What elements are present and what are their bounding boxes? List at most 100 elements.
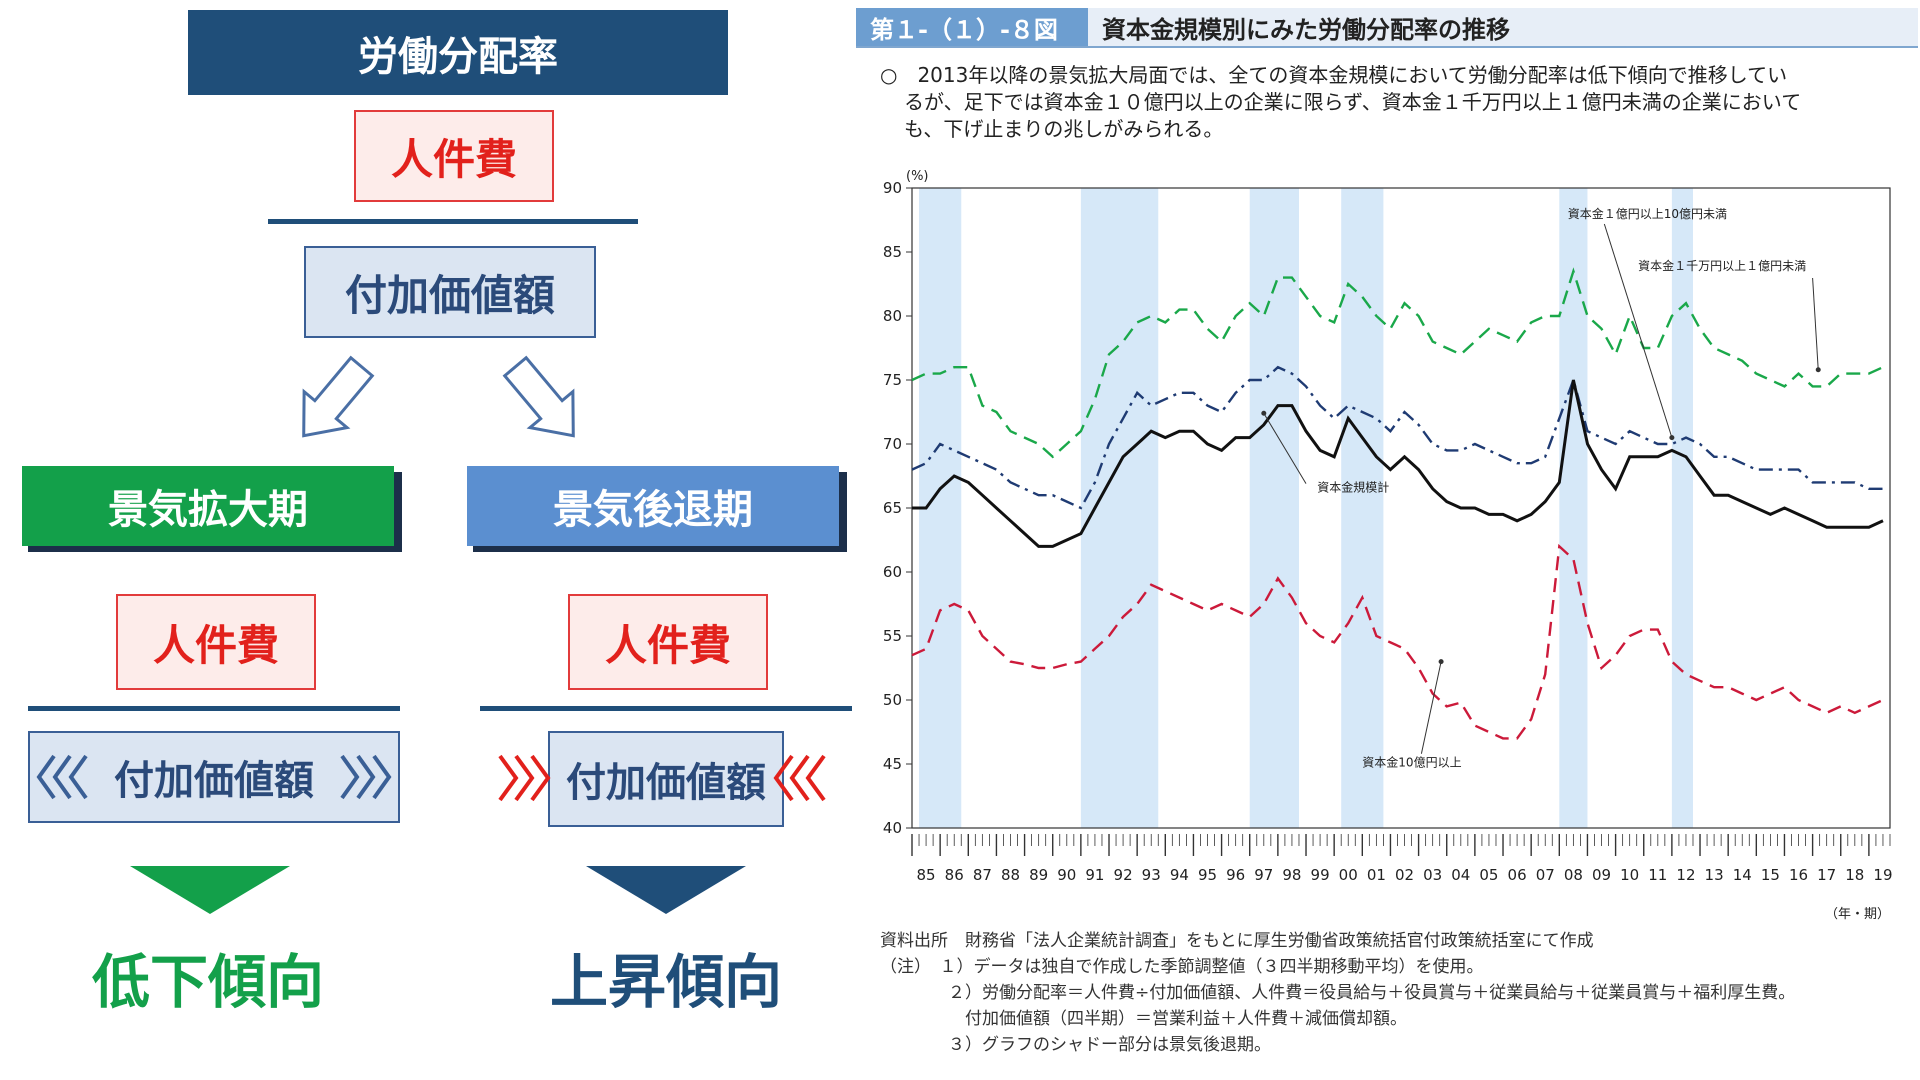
series-annotation: 資本金１億円以上10億円未満 bbox=[1568, 206, 1727, 221]
series-line bbox=[911, 267, 1884, 459]
chevrons-inward-right-icon bbox=[773, 754, 826, 802]
x-tick-label: 03 bbox=[1423, 866, 1442, 884]
personnel-cost-box: 人件費 bbox=[354, 110, 554, 202]
x-tick-label: 17 bbox=[1817, 866, 1836, 884]
recession-shade bbox=[1559, 188, 1588, 828]
chevrons-left-icon bbox=[36, 754, 88, 800]
x-tick-label: 14 bbox=[1733, 866, 1752, 884]
value-added-box: 付加価値額 bbox=[304, 246, 596, 338]
note-line: 資料出所 財務省「法人企業統計調査」をもとに厚生労働省政策統括官付政策統括室にて… bbox=[880, 931, 1594, 951]
x-tick-label: 04 bbox=[1451, 866, 1470, 884]
series-annotation: 資本金１千万円以上１億円未満 bbox=[1638, 258, 1806, 273]
series-line bbox=[911, 543, 1884, 740]
expansion-fraction-line bbox=[28, 706, 400, 711]
y-tick-label: 70 bbox=[883, 435, 902, 453]
annotation-leader-end bbox=[1261, 410, 1267, 416]
summary-line: るが、足下では資本金１０億円以上の企業に限らず、資本金１千万円以上１億円未満の企… bbox=[904, 90, 1802, 114]
x-tick-label: 18 bbox=[1845, 866, 1864, 884]
y-tick-label: 50 bbox=[883, 691, 902, 709]
y-tick-label: 90 bbox=[883, 179, 902, 197]
annotation-leader bbox=[1420, 661, 1442, 754]
branch-arrows bbox=[302, 355, 575, 438]
recession-shade bbox=[1671, 188, 1693, 828]
labor-share-chart: 40 45 50 55 60 65 70 75 80 85 90 (%) 85 86 87 88 89 90 91 9… bbox=[883, 169, 1893, 920]
figure-title: 資本金規模別にみた労働分配率の推移 bbox=[1088, 8, 1918, 46]
figure-notes: 資料出所 財務省「法人企業統計調査」をもとに厚生労働省政策統括官付政策統括室にて… bbox=[880, 928, 1916, 1058]
x-tick-label: 94 bbox=[1170, 866, 1189, 884]
x-tick-label: 87 bbox=[973, 866, 992, 884]
x-unit-label: （年・期） bbox=[1825, 907, 1890, 920]
arrow-down-left-icon bbox=[302, 355, 375, 438]
annotation-leader bbox=[1812, 277, 1819, 370]
x-tick-label: 91 bbox=[1085, 866, 1104, 884]
x-tick-label: 92 bbox=[1114, 866, 1133, 884]
x-tick-label: 90 bbox=[1057, 866, 1076, 884]
annotation-leader-end bbox=[1438, 659, 1444, 665]
y-tick-label: 45 bbox=[883, 755, 902, 773]
figure-number: 第１-（１）-８図 bbox=[856, 8, 1088, 46]
x-tick-label: 00 bbox=[1339, 866, 1358, 884]
expansion-value-added-label: 付加価値額 bbox=[114, 758, 314, 804]
series-annotation: 資本金10億円以上 bbox=[1362, 755, 1461, 770]
recession-down-triangle-icon bbox=[586, 866, 746, 914]
x-tick-label: 02 bbox=[1395, 866, 1414, 884]
x-tick-label: 85 bbox=[917, 866, 936, 884]
x-tick-label: 11 bbox=[1648, 866, 1667, 884]
expansion-trend-label: 低下傾向 bbox=[91, 948, 324, 1016]
fraction-line bbox=[268, 219, 638, 224]
y-tick-label: 75 bbox=[883, 371, 902, 389]
y-tick-label: 65 bbox=[883, 499, 902, 517]
note-line: 付加価値額（四半期）＝営業利益＋人件費＋減価償却額。 bbox=[880, 1009, 1407, 1029]
recession-shade bbox=[1080, 188, 1159, 828]
summary-line: も、下げ止まりの兆しがみられる。 bbox=[904, 117, 1224, 141]
x-tick-label: 05 bbox=[1479, 866, 1498, 884]
recession-shade bbox=[1341, 188, 1384, 828]
series-line bbox=[912, 379, 1884, 548]
figure-header: 第１-（１）-８図 資本金規模別にみた労働分配率の推移 bbox=[856, 8, 1918, 48]
annotation-leader bbox=[1263, 413, 1307, 484]
y-tick-label: 80 bbox=[883, 307, 902, 325]
x-tick-label: 99 bbox=[1311, 866, 1330, 884]
x-tick-label: 93 bbox=[1142, 866, 1161, 884]
y-tick-label: 55 bbox=[883, 627, 902, 645]
y-tick-label: 40 bbox=[883, 819, 902, 837]
note-line: ２）労働分配率＝人件費÷付加価値額、人件費＝役員給与＋役員賞与＋従業員給与＋従業… bbox=[880, 983, 1796, 1003]
x-tick-label: 95 bbox=[1198, 866, 1217, 884]
recession-value-added-box: 付加価値額 bbox=[548, 731, 784, 827]
recession-trend-label: 上昇傾向 bbox=[549, 948, 782, 1016]
y-tick-label: 85 bbox=[883, 243, 902, 261]
y-tick-label: 60 bbox=[883, 563, 902, 581]
x-tick-label: 97 bbox=[1254, 866, 1273, 884]
x-tick-label: 09 bbox=[1592, 866, 1611, 884]
note-line: （注） １）データは独自で作成した季節調整値（３四半期移動平均）を使用。 bbox=[880, 957, 1484, 977]
x-tick-label: 16 bbox=[1789, 866, 1808, 884]
recession-phase-box: 景気後退期 bbox=[467, 466, 839, 546]
x-tick-label: 19 bbox=[1873, 866, 1892, 884]
expansion-value-added-box: 付加価値額 bbox=[28, 731, 400, 823]
x-tick-label: 06 bbox=[1508, 866, 1527, 884]
recession-personnel-cost-box: 人件費 bbox=[568, 594, 768, 690]
recession-value-added-label: 付加価値額 bbox=[566, 760, 766, 806]
recession-fraction-line bbox=[480, 706, 852, 711]
x-tick-label: 86 bbox=[945, 866, 964, 884]
summary-line: ○ 2013年以降の景気拡大局面では、全ての資本金規模において労働分配率は低下傾… bbox=[880, 63, 1788, 87]
x-tick-label: 98 bbox=[1282, 866, 1301, 884]
x-tick-label: 88 bbox=[1001, 866, 1020, 884]
x-tick-label: 96 bbox=[1226, 866, 1245, 884]
x-tick-label: 15 bbox=[1761, 866, 1780, 884]
labor-share-title: 労働分配率 bbox=[188, 10, 728, 95]
figure-summary: ○ 2013年以降の景気拡大局面では、全ての資本金規模において労働分配率は低下傾… bbox=[880, 62, 1910, 143]
plot-frame bbox=[911, 187, 1891, 829]
series-line bbox=[911, 365, 1883, 510]
x-tick-label: 12 bbox=[1676, 866, 1695, 884]
x-tick-label: 13 bbox=[1705, 866, 1724, 884]
note-line: ３）グラフのシャドー部分は景気後退期。 bbox=[880, 1035, 1271, 1055]
x-tick-label: 10 bbox=[1620, 866, 1639, 884]
expansion-phase-box: 景気拡大期 bbox=[22, 466, 394, 546]
expansion-personnel-cost-box: 人件費 bbox=[116, 594, 316, 690]
annotation-leader bbox=[1603, 223, 1673, 438]
annotation-leader-end bbox=[1669, 435, 1675, 441]
y-unit-label: (%) bbox=[906, 169, 929, 184]
series-annotation: 資本金規模計 bbox=[1317, 479, 1389, 494]
arrow-down-right-icon bbox=[502, 355, 575, 438]
